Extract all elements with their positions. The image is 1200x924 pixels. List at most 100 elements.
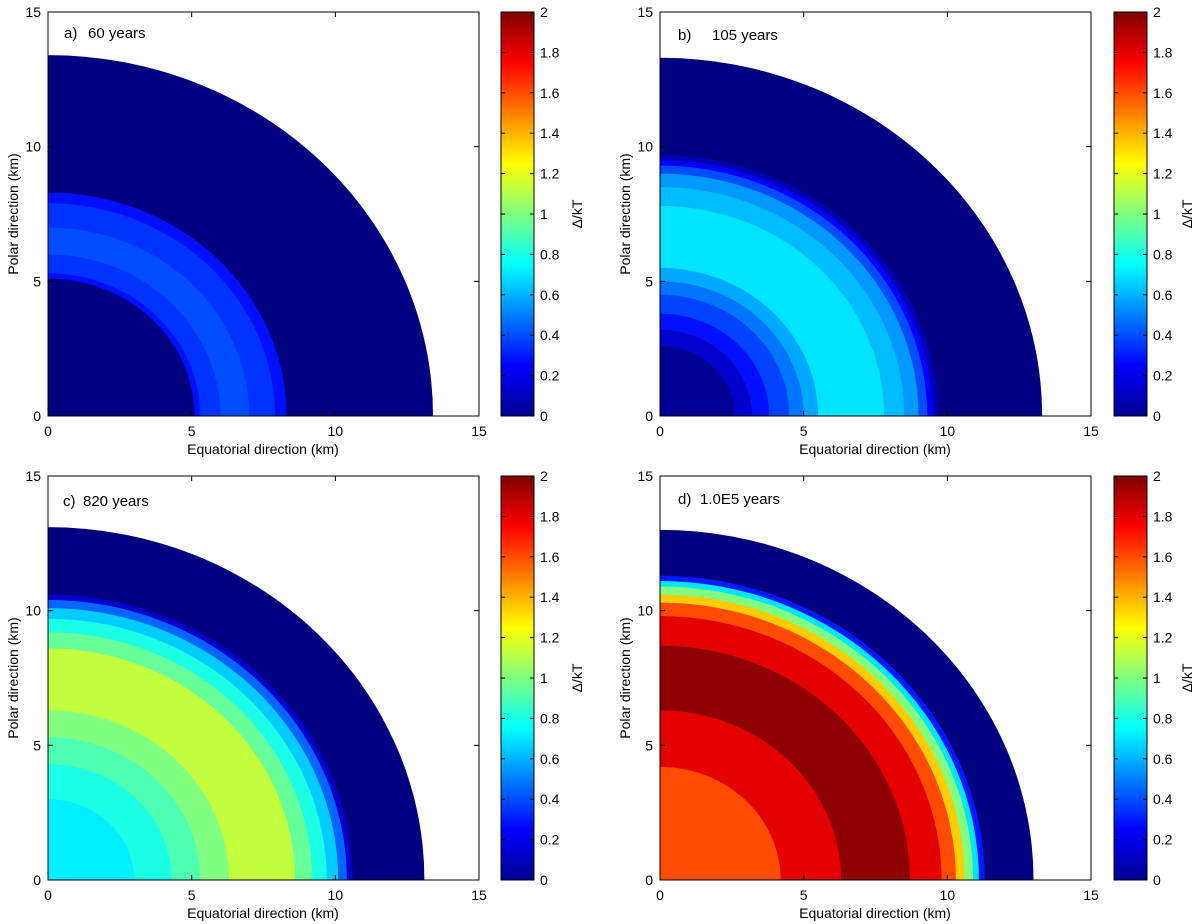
panel-d-band-9 bbox=[660, 766, 781, 880]
panel-c-xtick-label-2: 10 bbox=[328, 887, 344, 903]
panel-a-axes-box bbox=[47, 11, 480, 417]
panel-c-colorbar-tick-label-4: 0.8 bbox=[540, 710, 560, 726]
panel-d-ytick-label-3: 15 bbox=[637, 468, 653, 484]
panel-b-ytick-label-2: 10 bbox=[637, 139, 653, 155]
panel-c-colorbar-label: Δ/kT bbox=[569, 663, 585, 692]
panel-a-field bbox=[48, 55, 434, 416]
panel-c-colorbar-tick-label-2: 0.4 bbox=[540, 791, 560, 807]
panel-d-colorbar-tick-label-5: 1 bbox=[1153, 670, 1161, 686]
panel-c-label: c) bbox=[63, 493, 76, 510]
panel-d-xtick-label-1: 5 bbox=[800, 887, 808, 903]
panel-c-xtick-label-1: 5 bbox=[188, 887, 196, 903]
panel-a-colorbar-tick-label-10: 2 bbox=[540, 4, 548, 20]
panel-c-colorbar-ticks: 0 0.2 0.4 0.6 0.8 1 1.2 1.4 1.6 1.8 2 bbox=[501, 468, 560, 888]
panel-a-xtick-label-0: 0 bbox=[44, 423, 52, 439]
panel-b-colorbar-tick-label-5: 1 bbox=[1153, 206, 1161, 222]
panel-c-colorbar-tick-label-8: 1.6 bbox=[540, 549, 560, 565]
panel-d-ylabel: Polar direction (km) bbox=[617, 617, 633, 738]
panel-a-colorbar-tick-label-0: 0 bbox=[540, 408, 548, 424]
panel-a-ytick-label-0: 0 bbox=[33, 408, 41, 424]
panel-c-band-10 bbox=[48, 799, 135, 880]
panel-b-colorbar-ticks: 0 0.2 0.4 0.6 0.8 1 1.2 1.4 1.6 1.8 2 bbox=[1114, 4, 1173, 424]
panel-c-title: 820 years bbox=[83, 493, 149, 510]
panel-d-colorbar: 0 0.2 0.4 0.6 0.8 1 1.2 1.4 1.6 1.8 2 Δ/kT bbox=[1113, 468, 1195, 888]
panel-a-colorbar: 0 0.2 0.4 0.6 0.8 1 1.2 1.4 1.6 1.8 2 Δ/kT bbox=[500, 4, 585, 424]
panel-d-colorbar-tick-label-1: 0.2 bbox=[1153, 832, 1173, 848]
panel-a-colorbar-tick-label-3: 0.6 bbox=[540, 287, 560, 303]
panel-a-ytick-label-1: 5 bbox=[33, 273, 41, 289]
panel-c-colorbar-tick-label-0: 0 bbox=[540, 872, 548, 888]
panel-b-colorbar-bar bbox=[1113, 11, 1148, 417]
panel-b-axes-box bbox=[659, 11, 1092, 417]
panel-c-ytick-label-1: 5 bbox=[33, 737, 41, 753]
panel-a-colorbar-tick-label-5: 1 bbox=[540, 206, 548, 222]
panel-c-colorbar-tick-label-10: 2 bbox=[540, 468, 548, 484]
panel-c-colorbar-tick-label-7: 1.4 bbox=[540, 589, 560, 605]
panel-b-colorbar-tick-label-3: 0.6 bbox=[1153, 287, 1173, 303]
panel-d-xtick-label-0: 0 bbox=[656, 887, 664, 903]
panel-c-ytick-label-2: 10 bbox=[25, 603, 41, 619]
panel-a-colorbar-tick-label-8: 1.6 bbox=[540, 85, 560, 101]
panel-c-xlabel: Equatorial direction (km) bbox=[187, 905, 339, 921]
panel-b-colorbar-tick-label-2: 0.4 bbox=[1153, 327, 1173, 343]
panel-d-colorbar-tick-label-9: 1.8 bbox=[1153, 508, 1173, 524]
panel-c-ticks: 0 5 10 15 0 5 10 15 bbox=[25, 468, 487, 903]
panel-d-colorbar-bar bbox=[1113, 475, 1148, 881]
panel-b-xtick-label-0: 0 bbox=[656, 423, 664, 439]
panel-c-colorbar-tick-label-5: 1 bbox=[540, 670, 548, 686]
panel-d-colorbar-label: Δ/kT bbox=[1179, 663, 1195, 692]
panel-b-ticks: 0 5 10 15 0 5 10 15 bbox=[637, 4, 1099, 439]
panel-c-ytick-label-0: 0 bbox=[33, 872, 41, 888]
panel-c-colorbar-bar bbox=[500, 475, 535, 881]
panel-b-ytick-label-3: 15 bbox=[637, 4, 653, 20]
panel-b-field bbox=[660, 57, 1043, 416]
panel-a-colorbar-tick-label-2: 0.4 bbox=[540, 327, 560, 343]
panel-a-colorbar-tick-label-9: 1.8 bbox=[540, 44, 560, 60]
panel-a-colorbar-tick-label-6: 1.2 bbox=[540, 166, 560, 182]
panel-b-colorbar-label: Δ/kT bbox=[1179, 199, 1195, 228]
panel-c-colorbar-tick-label-6: 1.2 bbox=[540, 630, 560, 646]
panel-c-xtick-label-3: 15 bbox=[471, 887, 487, 903]
panel-b-colorbar-tick-label-9: 1.8 bbox=[1153, 44, 1173, 60]
panel-a-colorbar-label: Δ/kT bbox=[569, 199, 585, 228]
panel-d-label: d) bbox=[678, 491, 691, 508]
panel-a-band-0 bbox=[48, 55, 434, 416]
panel-c-field bbox=[48, 527, 425, 880]
panel-d-axes-box bbox=[659, 475, 1092, 881]
panel-c-colorbar: 0 0.2 0.4 0.6 0.8 1 1.2 1.4 1.6 1.8 2 Δ/kT bbox=[500, 468, 585, 888]
panel-b-colorbar-tick-label-0: 0 bbox=[1153, 408, 1161, 424]
panel-d-xlabel: Equatorial direction (km) bbox=[799, 905, 951, 921]
panel-d-ticks: 0 5 10 15 0 5 10 15 bbox=[637, 468, 1099, 903]
panel-d-ytick-label-0: 0 bbox=[645, 872, 653, 888]
panel-a-band-3 bbox=[48, 227, 250, 416]
panel-c-axes-box bbox=[47, 475, 480, 881]
panel-a-colorbar-tick-label-7: 1.4 bbox=[540, 125, 560, 141]
panel-b-xtick-label-3: 15 bbox=[1083, 423, 1099, 439]
panel-d-colorbar-tick-label-3: 0.6 bbox=[1153, 751, 1173, 767]
panel-a-ytick-label-3: 15 bbox=[25, 4, 41, 20]
panel-d-xtick-label-2: 10 bbox=[940, 887, 956, 903]
panel-a-ytick-label-2: 10 bbox=[25, 139, 41, 155]
panel-b-xlabel: Equatorial direction (km) bbox=[799, 441, 951, 457]
panel-c-ylabel: Polar direction (km) bbox=[5, 617, 21, 738]
panel-c-colorbar-tick-label-1: 0.2 bbox=[540, 832, 560, 848]
panel-b-xtick-label-2: 10 bbox=[940, 423, 956, 439]
panel-c-xtick-label-0: 0 bbox=[44, 887, 52, 903]
panel-d-colorbar-tick-label-8: 1.6 bbox=[1153, 549, 1173, 565]
panel-a-title: 60 years bbox=[88, 25, 146, 42]
panel-d-colorbar-tick-label-10: 2 bbox=[1153, 468, 1161, 484]
panel-d-title: 1.0E5 years bbox=[700, 491, 780, 508]
panel-d-colorbar-tick-label-4: 0.8 bbox=[1153, 710, 1173, 726]
panel-a-colorbar-tick-label-4: 0.8 bbox=[540, 246, 560, 262]
panel-b-xtick-label-1: 5 bbox=[800, 423, 808, 439]
panel-a-ticks: 0 5 10 15 0 5 10 15 bbox=[25, 4, 487, 439]
panel-a-ylabel: Polar direction (km) bbox=[5, 153, 21, 274]
panel-b-colorbar-tick-label-7: 1.4 bbox=[1153, 125, 1173, 141]
panel-d-field bbox=[660, 529, 1034, 880]
panel-d-colorbar-tick-label-6: 1.2 bbox=[1153, 630, 1173, 646]
